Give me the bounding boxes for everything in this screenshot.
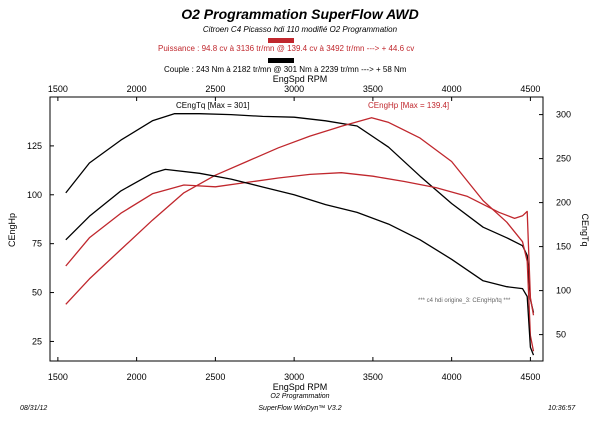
chart-subtitle: Citroen C4 Picasso hdi 110 modifié O2 Pr… bbox=[202, 25, 398, 34]
y-right-tick-label: 100 bbox=[556, 286, 571, 296]
power-max-label: CEngHp [Max = 139.4] bbox=[368, 101, 449, 110]
x-tick-label-top: 2500 bbox=[205, 84, 225, 94]
y-axis-label-left: CEngHp bbox=[7, 213, 17, 247]
power-summary: Puissance : 94.8 cv à 3136 tr/mn @ 139.4… bbox=[158, 44, 415, 53]
x-tick-label-bottom: 2500 bbox=[205, 372, 225, 382]
x-axis-label-bottom: EngSpd RPM bbox=[272, 382, 328, 392]
x-tick-label-top: 4500 bbox=[520, 84, 540, 94]
x-tick-label-top: 2000 bbox=[127, 84, 147, 94]
x-tick-label-top: 4000 bbox=[442, 84, 462, 94]
y-left-tick-label: 25 bbox=[32, 336, 42, 346]
x-tick-label-bottom: 3000 bbox=[284, 372, 304, 382]
x-tick-label-top: 3500 bbox=[363, 84, 383, 94]
x-tick-label-bottom: 4500 bbox=[520, 372, 540, 382]
torque-summary: Couple : 243 Nm à 2182 tr/mn @ 301 Nm à … bbox=[164, 65, 407, 74]
series-line-power-modified bbox=[65, 117, 535, 352]
footer-time: 10:36:57 bbox=[548, 405, 576, 412]
y-left-tick-label: 100 bbox=[27, 190, 42, 200]
original-series-swatch bbox=[268, 58, 294, 63]
x-tick-label-bottom: 2000 bbox=[127, 372, 147, 382]
y-right-tick-label: 250 bbox=[556, 154, 571, 164]
x-tick-label-top: 1500 bbox=[48, 84, 68, 94]
series-line-power-original bbox=[65, 168, 535, 356]
y-left-tick-label: 125 bbox=[27, 141, 42, 151]
series-line-torque-original bbox=[65, 113, 535, 313]
modified-series-swatch bbox=[268, 38, 294, 43]
torque-max-label: CEngTq [Max = 301] bbox=[176, 101, 250, 110]
x-tick-label-bottom: 4000 bbox=[442, 372, 462, 382]
series-line-torque-modified bbox=[65, 172, 535, 316]
series-lines bbox=[65, 113, 535, 356]
x-tick-label-bottom: 1500 bbox=[48, 372, 68, 382]
y-axis-label-right: CEngTq bbox=[580, 213, 590, 246]
axis-ticks: 1500 1500 2000 2000 2500 2500 3000 3000 3500 3500… bbox=[27, 84, 571, 382]
y-right-tick-label: 50 bbox=[556, 330, 566, 340]
y-left-tick-label: 75 bbox=[32, 239, 42, 249]
footer-brand: O2 Programmation bbox=[270, 393, 330, 400]
x-tick-label-bottom: 3500 bbox=[363, 372, 383, 382]
footer-software: SuperFlow WinDyn™ V3.2 bbox=[258, 405, 342, 412]
footer-date: 08/31/12 bbox=[20, 405, 48, 412]
y-right-tick-label: 300 bbox=[556, 110, 571, 120]
plot-frame bbox=[49, 96, 544, 362]
x-axis-label-top: EngSpd RPM bbox=[272, 74, 328, 84]
y-left-tick-label: 50 bbox=[32, 288, 42, 298]
y-right-tick-label: 150 bbox=[556, 242, 571, 252]
y-right-tick-label: 200 bbox=[556, 198, 571, 208]
x-tick-label-top: 3000 bbox=[284, 84, 304, 94]
chart-title: O2 Programmation SuperFlow AWD bbox=[181, 6, 419, 22]
legend-annotation: *** c4 hdi origine_3: CEngHp/tq *** bbox=[418, 298, 511, 304]
